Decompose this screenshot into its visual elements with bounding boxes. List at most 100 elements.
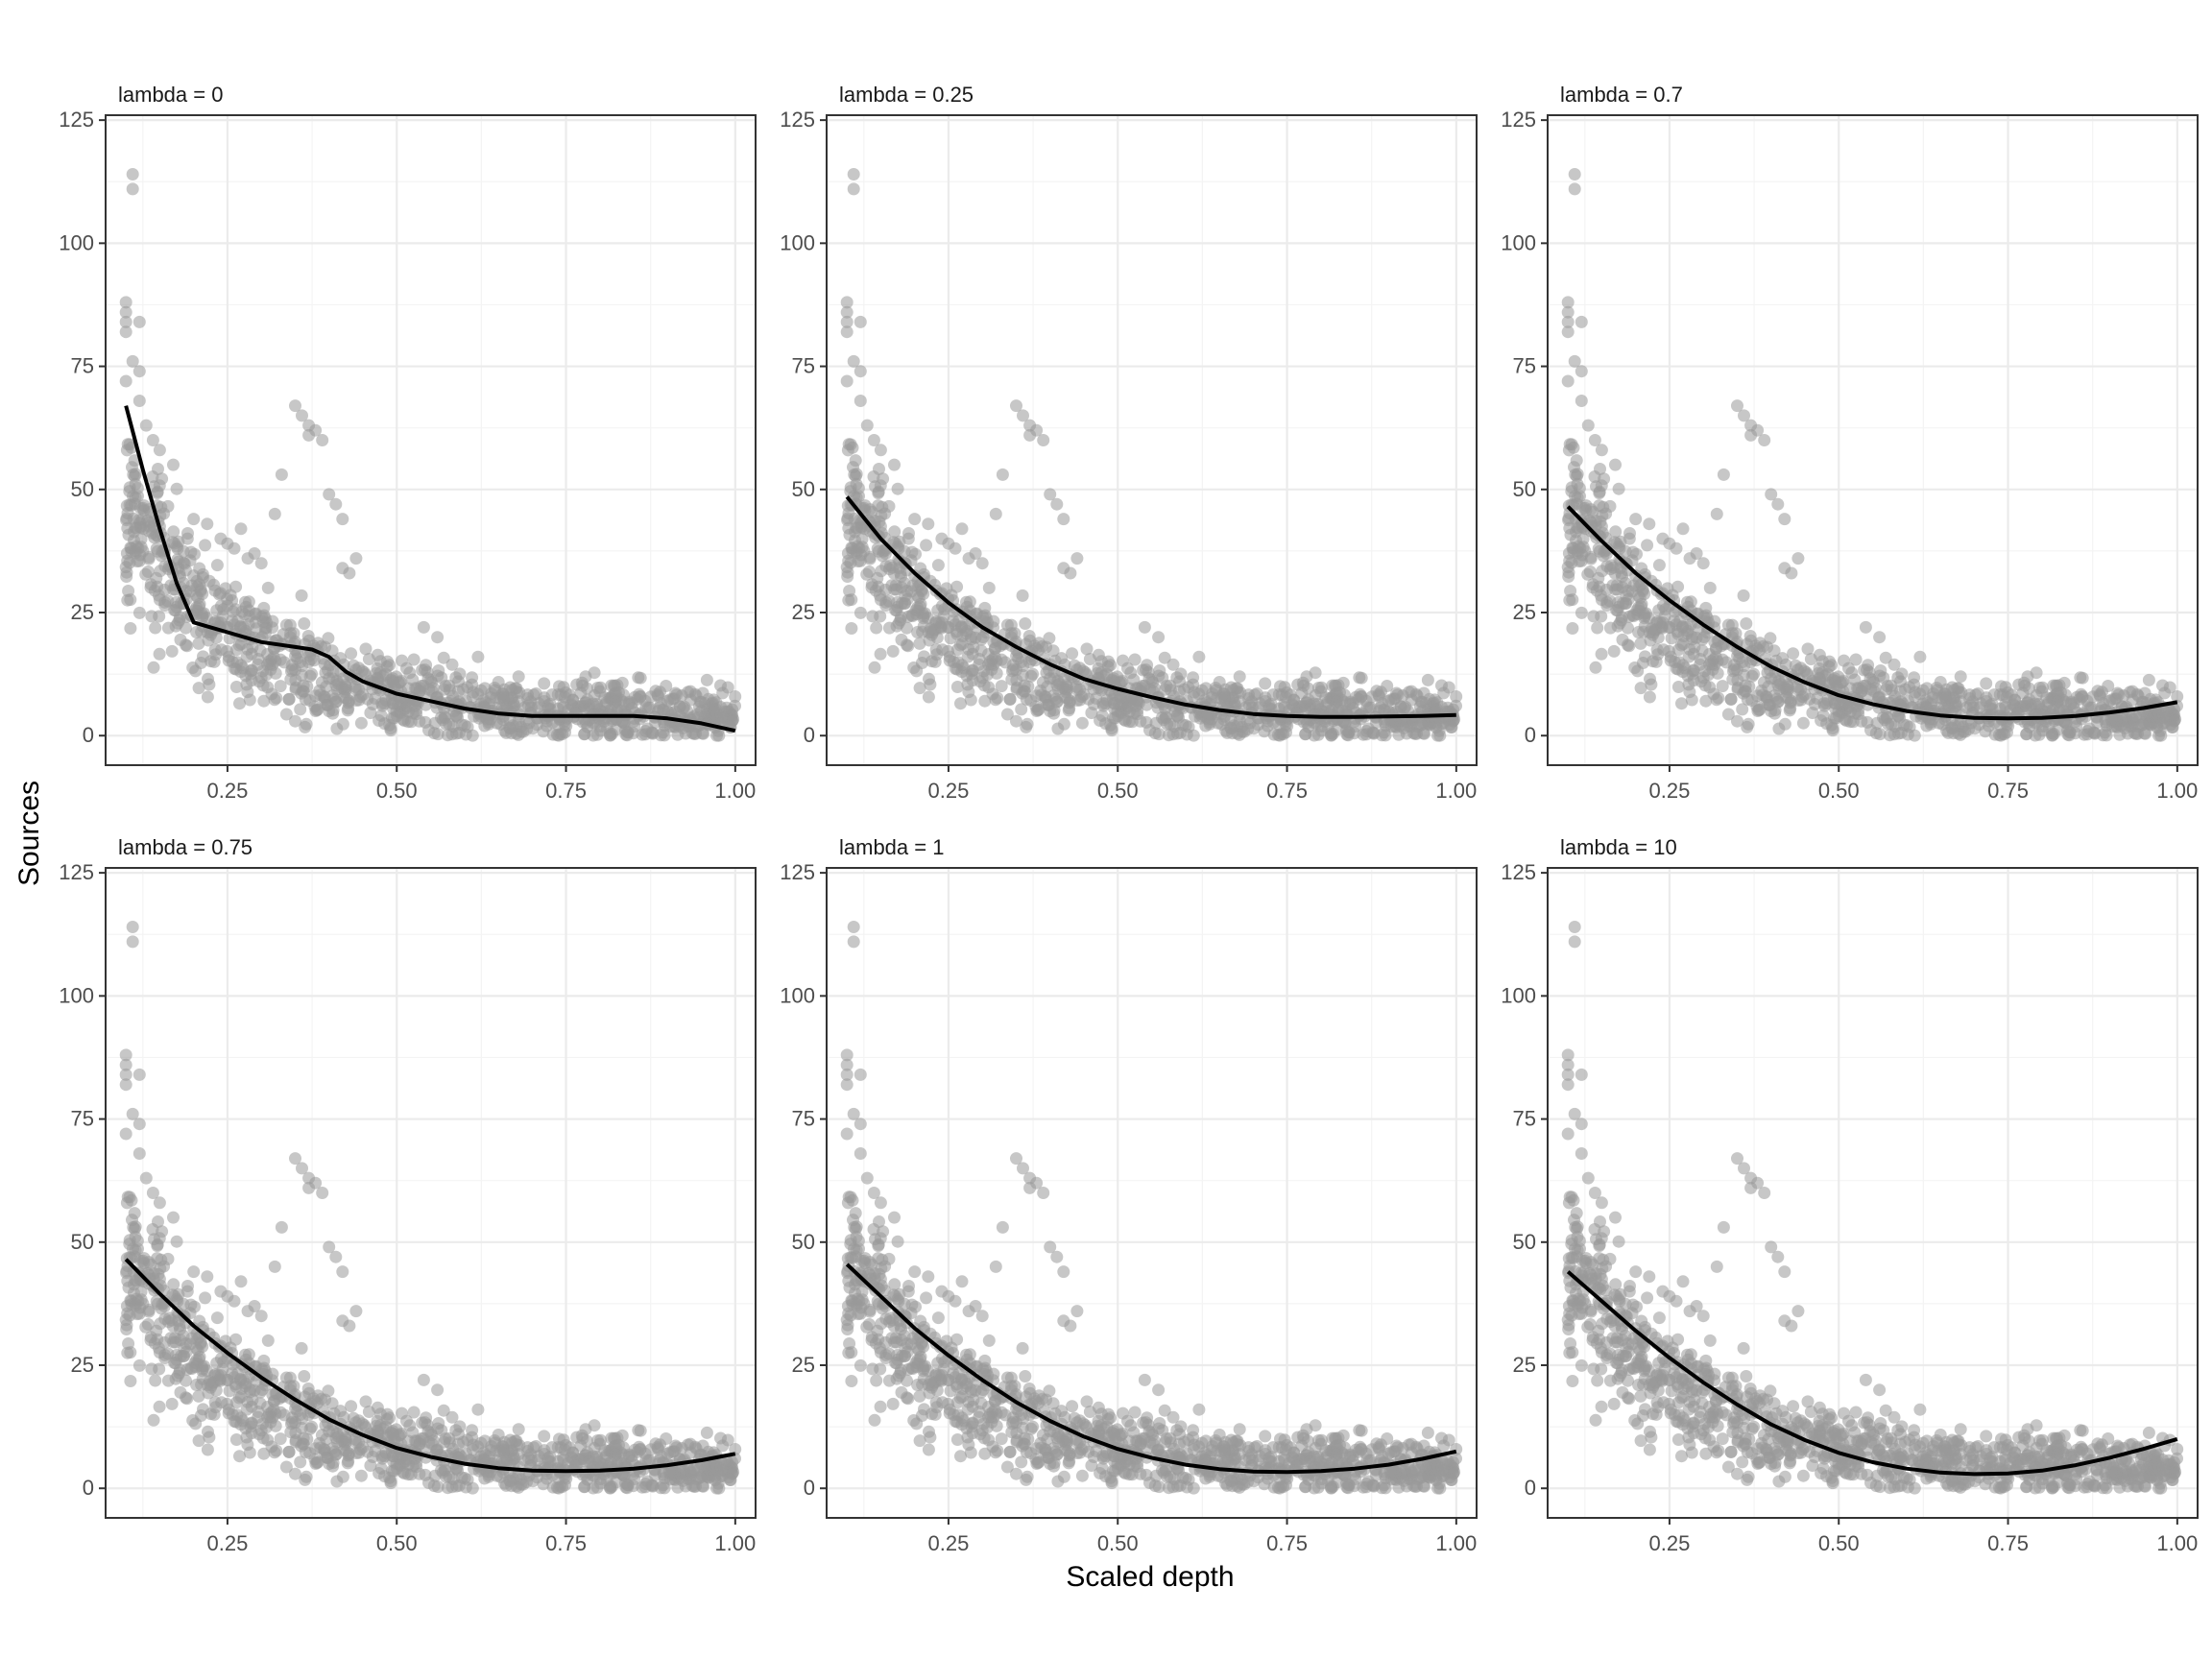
data-point xyxy=(989,507,1002,520)
data-point xyxy=(207,1369,221,1382)
data-point xyxy=(1808,698,1821,710)
data-point xyxy=(877,472,890,486)
data-point xyxy=(190,589,203,602)
data-point xyxy=(995,680,1008,693)
data-point xyxy=(1160,680,1173,693)
data-point xyxy=(1568,168,1581,180)
data-point xyxy=(1818,669,1832,683)
data-point xyxy=(942,644,954,658)
data-point xyxy=(2088,727,2102,740)
data-point xyxy=(201,517,214,531)
data-point xyxy=(177,1329,190,1342)
data-point xyxy=(396,1407,409,1420)
data-point xyxy=(1676,522,1690,536)
data-point xyxy=(167,525,180,539)
data-point xyxy=(1615,613,1628,627)
data-point xyxy=(1630,547,1643,561)
y-tick-label: 25 xyxy=(71,1353,94,1377)
y-tick-label: 25 xyxy=(792,600,815,624)
data-point xyxy=(942,537,955,550)
data-point xyxy=(510,719,523,733)
data-point xyxy=(417,620,430,634)
data-point xyxy=(977,664,991,678)
data-point xyxy=(1066,647,1079,661)
data-point xyxy=(153,1400,166,1413)
data-point xyxy=(144,1334,157,1347)
data-point xyxy=(1064,566,1077,580)
data-point xyxy=(918,650,930,663)
data-point xyxy=(964,693,977,707)
data-point xyxy=(151,487,164,500)
data-point xyxy=(173,613,186,627)
data-point xyxy=(253,644,267,658)
data-point xyxy=(1314,685,1328,698)
data-point xyxy=(192,682,205,695)
data-point xyxy=(1575,365,1588,378)
data-point xyxy=(261,681,275,694)
data-point xyxy=(847,182,860,196)
data-point xyxy=(445,658,459,671)
data-point xyxy=(286,1415,299,1429)
y-tick-label: 100 xyxy=(780,230,815,254)
data-point xyxy=(689,1473,703,1485)
data-point xyxy=(2076,689,2089,703)
data-point xyxy=(841,565,854,579)
data-point xyxy=(2142,673,2155,686)
x-tick-label: 0.75 xyxy=(1266,779,1308,803)
data-point xyxy=(1341,729,1355,742)
data-point xyxy=(1881,680,1894,693)
data-point xyxy=(2023,693,2036,707)
data-point xyxy=(373,655,387,668)
data-point xyxy=(190,1341,203,1355)
data-point xyxy=(1603,621,1617,635)
data-point xyxy=(121,1307,134,1320)
data-point xyxy=(1561,374,1575,388)
data-point xyxy=(1771,695,1785,709)
data-point xyxy=(229,1433,243,1446)
data-point xyxy=(336,717,349,731)
data-point xyxy=(119,325,132,339)
data-point xyxy=(538,677,551,690)
data-point xyxy=(307,654,321,667)
data-point xyxy=(1445,721,1458,733)
data-point xyxy=(1744,634,1758,647)
data-point xyxy=(1609,458,1622,471)
data-point xyxy=(1105,724,1118,737)
data-point xyxy=(1612,482,1625,495)
data-point xyxy=(1566,622,1579,635)
data-point xyxy=(854,395,867,407)
data-point xyxy=(1094,655,1108,668)
data-point xyxy=(1921,696,1935,709)
data-point xyxy=(212,588,226,601)
data-point xyxy=(401,682,415,695)
data-point xyxy=(180,1391,192,1405)
data-point xyxy=(2166,721,2179,733)
data-point xyxy=(234,1275,248,1288)
data-point xyxy=(181,1280,194,1292)
data-point xyxy=(1731,714,1743,728)
data-point xyxy=(1007,662,1020,676)
data-point xyxy=(1595,444,1608,457)
data-point xyxy=(2131,720,2145,733)
data-point xyxy=(461,720,474,733)
data-point xyxy=(1584,552,1598,565)
data-point xyxy=(860,567,874,581)
data-point xyxy=(240,650,253,663)
data-point xyxy=(289,399,301,413)
data-point xyxy=(931,604,945,617)
data-point xyxy=(1579,499,1593,513)
data-point xyxy=(329,695,343,709)
data-point xyxy=(282,1445,296,1458)
data-point xyxy=(126,921,139,933)
data-point xyxy=(336,1265,349,1279)
data-point xyxy=(1649,616,1663,630)
data-point xyxy=(917,619,930,633)
data-point xyxy=(1724,692,1738,706)
data-point xyxy=(1703,681,1717,694)
data-point xyxy=(1160,711,1173,725)
data-point xyxy=(1954,670,1967,684)
data-point xyxy=(153,647,166,661)
